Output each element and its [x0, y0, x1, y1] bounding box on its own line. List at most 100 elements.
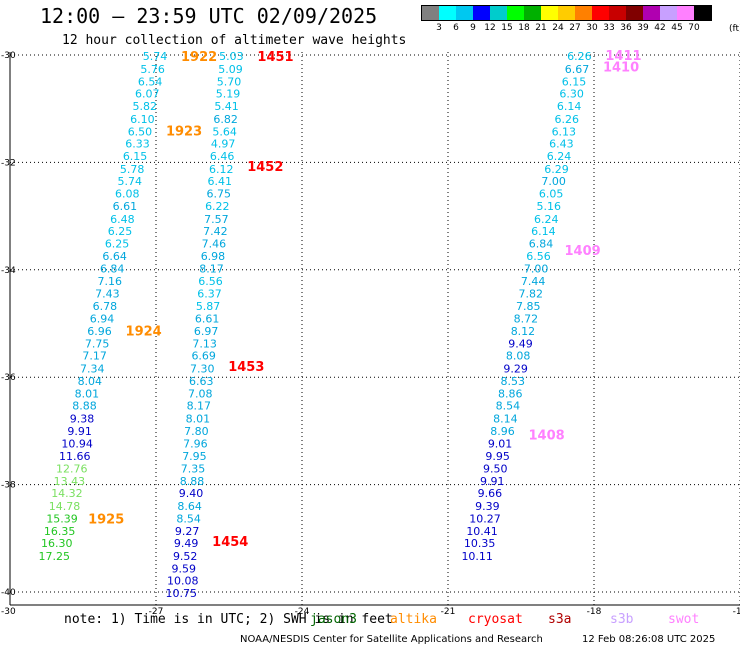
wave-height-value: 6.84 [529, 237, 554, 250]
wave-height-value: 10.08 [167, 575, 199, 588]
legend-label: 39 [637, 23, 649, 33]
wave-height-value: 6.64 [102, 250, 127, 263]
legend-label: 6 [453, 23, 459, 33]
wave-height-value: 8.72 [514, 313, 539, 326]
wave-height-value: 16.35 [44, 525, 76, 538]
legend-label: 9 [470, 23, 476, 33]
wave-height-value: 9.49 [508, 337, 533, 350]
wave-height-value: 5.19 [216, 88, 241, 101]
wave-height-value: 9.95 [485, 450, 510, 463]
legend-label: 42 [654, 23, 666, 33]
wave-height-value: 15.39 [46, 512, 78, 525]
wave-height-value: 8.04 [78, 375, 103, 388]
pass-time-label: 1925 [88, 512, 124, 527]
wave-height-value: 8.96 [490, 425, 515, 438]
wave-height-value: 14.32 [51, 487, 83, 500]
wave-height-value: 7.43 [95, 287, 120, 300]
wave-height-value: 6.43 [549, 138, 574, 151]
wave-height-value: 9.27 [175, 525, 200, 538]
legend-swatch [541, 6, 558, 20]
wave-height-value: 8.14 [493, 413, 518, 426]
wave-height-value: 6.96 [87, 325, 112, 338]
wave-height-value: 10.75 [166, 587, 198, 600]
legend-swatch [677, 6, 694, 20]
pass-time-label: 1452 [247, 160, 283, 175]
wave-height-value: 9.91 [67, 425, 92, 438]
map-title: 12:00 — 23:59 UTC 02/09/2025 [40, 4, 378, 28]
wave-height-value: 6.07 [135, 88, 160, 101]
wave-height-value: 12.76 [56, 462, 88, 475]
legend-label: 3 [436, 23, 442, 33]
wave-height-value: 6.24 [534, 213, 559, 226]
wave-height-value: 7.16 [98, 275, 123, 288]
wave-height-value: 6.61 [113, 200, 138, 213]
legend-swatch [507, 6, 524, 20]
wave-height-value: 9.38 [70, 413, 95, 426]
y-tick-label: -34 [1, 266, 16, 276]
wave-height-value: 6.10 [130, 113, 155, 126]
legend-labels: 3 6 9 12 15 18 21 24 27 30 33 36 39 42 45 70 [421, 21, 712, 35]
x-tick-label: -18 [587, 607, 602, 617]
legend-unit: (ft) [729, 24, 740, 34]
legend-label: 45 [671, 23, 683, 33]
pass-time-label: 1408 [529, 429, 565, 444]
wave-height-value: 9.40 [179, 487, 204, 500]
pass-time-label: 1922 [181, 50, 217, 65]
wave-height-value: 7.08 [188, 387, 213, 400]
x-tick-label: -15 [733, 607, 740, 617]
wave-height-value: 8.08 [506, 350, 531, 363]
legend-swatch [524, 6, 541, 20]
wave-height-value: 6.54 [138, 75, 163, 88]
wave-height-value: 5.78 [120, 163, 145, 176]
wave-height-value: 17.25 [39, 550, 71, 563]
wave-height-value: 5.70 [217, 75, 242, 88]
wave-height-value: 6.98 [201, 250, 226, 263]
legend-label: 27 [569, 23, 581, 33]
legend-swatch [490, 6, 507, 20]
wave-height-value: 13.43 [54, 475, 86, 488]
legend-swatch [439, 6, 456, 20]
wave-height-value: 6.15 [123, 150, 148, 163]
pass-time-label: 1409 [565, 244, 601, 259]
wave-height-value: 7.75 [85, 337, 110, 350]
wave-height-value: 5.64 [212, 125, 237, 138]
y-tick-label: -30 [1, 51, 16, 61]
footer-timestamp: 12 Feb 08:26:08 UTC 2025 [582, 634, 716, 645]
x-tick-label: -27 [149, 607, 164, 617]
wave-height-value: 7.00 [541, 175, 566, 188]
pass-time-label: 1453 [228, 360, 264, 375]
legend-label: 30 [586, 23, 598, 33]
legend-label: 24 [552, 23, 564, 33]
wave-height-value: 6.37 [197, 287, 222, 300]
wave-height-value: 6.75 [207, 188, 232, 201]
pass-time-label: 1923 [166, 125, 202, 140]
legend-swatch [575, 6, 592, 20]
wave-height-value: 8.17 [187, 400, 212, 413]
satellite-label-cryosat: cryosat [468, 612, 523, 627]
wave-height-value: 7.85 [516, 300, 541, 313]
wave-height-value: 10.27 [469, 512, 501, 525]
wave-height-value: 8.01 [75, 387, 100, 400]
wave-height-value: 6.48 [110, 213, 135, 226]
wave-height-value: 5.16 [536, 200, 561, 213]
wave-height-value: 7.00 [524, 263, 549, 276]
wave-height-value: 5.74 [143, 50, 168, 63]
wave-height-value: 6.61 [195, 313, 220, 326]
wave-height-value: 9.66 [478, 487, 503, 500]
wave-height-value: 5.41 [214, 100, 239, 113]
footnote: note: 1) Time is in UTC; 2) SWH is in fe… [64, 612, 393, 627]
legend-swatch [643, 6, 660, 20]
pass-time-label: 1451 [257, 50, 293, 65]
wave-height-value: 6.12 [209, 163, 234, 176]
wave-height-value: 7.96 [183, 437, 208, 450]
wave-height-value: 6.26 [567, 50, 592, 63]
wave-height-value: 7.34 [80, 363, 105, 376]
wave-height-value: 6.05 [539, 188, 564, 201]
wave-height-value: 8.64 [177, 500, 202, 513]
y-tick-label: -38 [1, 481, 16, 491]
wave-height-value: 8.01 [186, 413, 211, 426]
x-tick-label: -21 [441, 607, 456, 617]
pass-time-label: 1410 [603, 60, 639, 75]
wave-height-value: 6.63 [189, 375, 214, 388]
